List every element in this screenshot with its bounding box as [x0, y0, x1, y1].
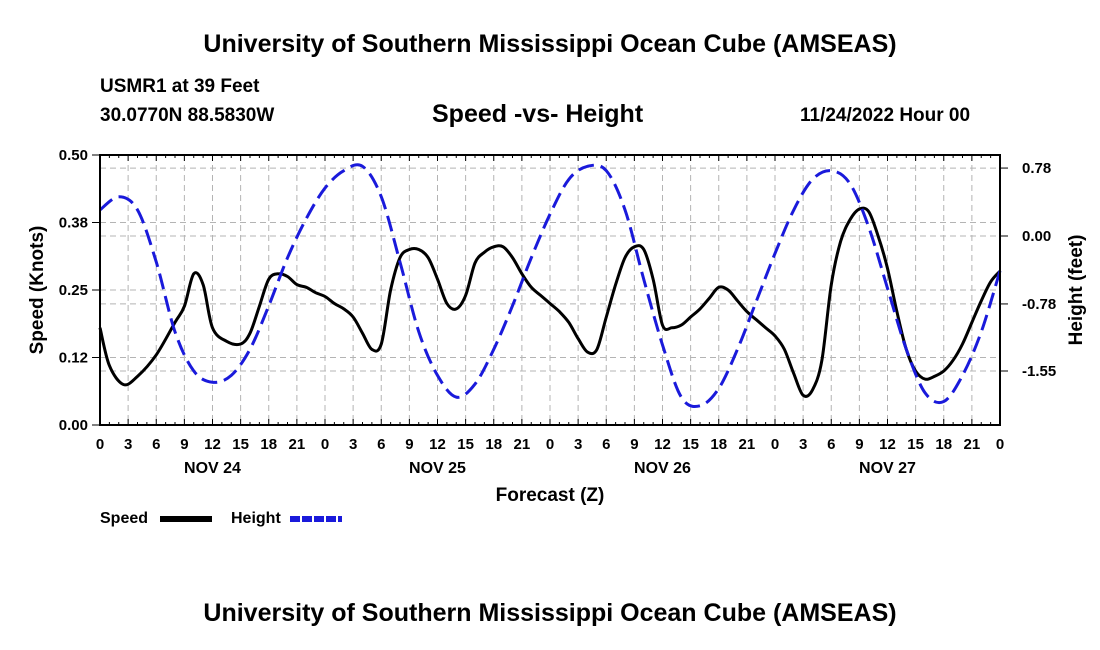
x-tick-label: 6: [152, 436, 160, 453]
x-tick-label: 18: [485, 436, 502, 453]
x-tick-label: 3: [574, 436, 582, 453]
left-tick-label: 0.38: [59, 215, 88, 232]
x-tick-label: 0: [771, 436, 779, 453]
axis-labels: 0 3 6 9 12 15 18 21 0 3 6 9 12 15 18 21 0 3 6 9 12 15 18 21 0 3 6 9…: [59, 147, 1056, 477]
legend-speed-swatch: [160, 516, 212, 522]
x-tick-label: 3: [799, 436, 807, 453]
forecast-datetime: 11/24/2022 Hour 00: [800, 105, 971, 126]
coordinates-label: 30.0770N 88.5830W: [100, 105, 275, 126]
x-tick-label: 6: [602, 436, 610, 453]
x-tick-label: 9: [630, 436, 638, 453]
speed-height-chart: 0 3 6 9 12 15 18 21 0 3 6 9 12 15 18 21 0 3 6 9 12 15 18 21 0 3 6 9…: [27, 147, 1087, 506]
series-lines: [98, 163, 1002, 409]
grid-lines: [100, 155, 1000, 425]
x-tick-label: 9: [180, 436, 188, 453]
left-tick-label: 0.12: [59, 350, 88, 367]
station-label: USMR1 at 39 Feet: [100, 76, 260, 97]
x-tick-label: 3: [124, 436, 132, 453]
x-tick-label: 12: [879, 436, 896, 453]
height-series-line: [99, 163, 1002, 409]
x-tick-label: 6: [827, 436, 835, 453]
x-tick-label: 21: [289, 436, 306, 453]
left-tick-label: 0.00: [59, 417, 88, 434]
day-label: NOV 24: [184, 460, 241, 477]
x-tick-label: 21: [739, 436, 756, 453]
x-tick-label: 18: [710, 436, 727, 453]
x-tick-label: 0: [996, 436, 1004, 453]
legend-height-label: Height: [231, 510, 281, 527]
right-tick-label: -0.78: [1022, 296, 1056, 313]
right-tick-label: 0.78: [1022, 160, 1051, 177]
x-tick-label: 15: [232, 436, 249, 453]
x-tick-label: 3: [349, 436, 357, 453]
x-tick-label: 18: [260, 436, 277, 453]
x-tick-label: 12: [429, 436, 446, 453]
x-tick-label: 0: [546, 436, 554, 453]
x-tick-label: 15: [682, 436, 699, 453]
x-tick-label: 18: [935, 436, 952, 453]
x-tick-label: 9: [855, 436, 863, 453]
left-tick-label: 0.50: [59, 147, 88, 164]
chart-main-title: University of Southern Mississippi Ocean…: [203, 30, 897, 58]
footer-title: University of Southern Mississippi Ocean…: [203, 599, 897, 627]
x-tick-label: 6: [377, 436, 385, 453]
x-tick-label: 21: [514, 436, 531, 453]
x-tick-label: 0: [96, 436, 104, 453]
right-axis-title: Height (feet): [1066, 235, 1087, 346]
x-tick-label: 15: [907, 436, 924, 453]
x-tick-label: 9: [405, 436, 413, 453]
chart-subtitle: Speed -vs- Height: [432, 100, 644, 128]
right-tick-label: 0.00: [1022, 228, 1051, 245]
x-tick-label: 12: [654, 436, 671, 453]
x-tick-label: 12: [204, 436, 221, 453]
x-tick-label: 21: [964, 436, 981, 453]
x-axis-title: Forecast (Z): [496, 485, 605, 506]
day-label: NOV 25: [409, 460, 466, 477]
left-tick-label: 0.25: [59, 282, 88, 299]
x-tick-label: 0: [321, 436, 329, 453]
legend-height-swatch: [290, 516, 342, 522]
left-axis-title: Speed (Knots): [27, 226, 48, 355]
day-label: NOV 27: [859, 460, 916, 477]
right-tick-label: -1.55: [1022, 363, 1056, 380]
x-tick-label: 15: [457, 436, 474, 453]
legend-speed-label: Speed: [100, 510, 149, 527]
day-label: NOV 26: [634, 460, 691, 477]
axis-ticks: [92, 154, 1008, 426]
